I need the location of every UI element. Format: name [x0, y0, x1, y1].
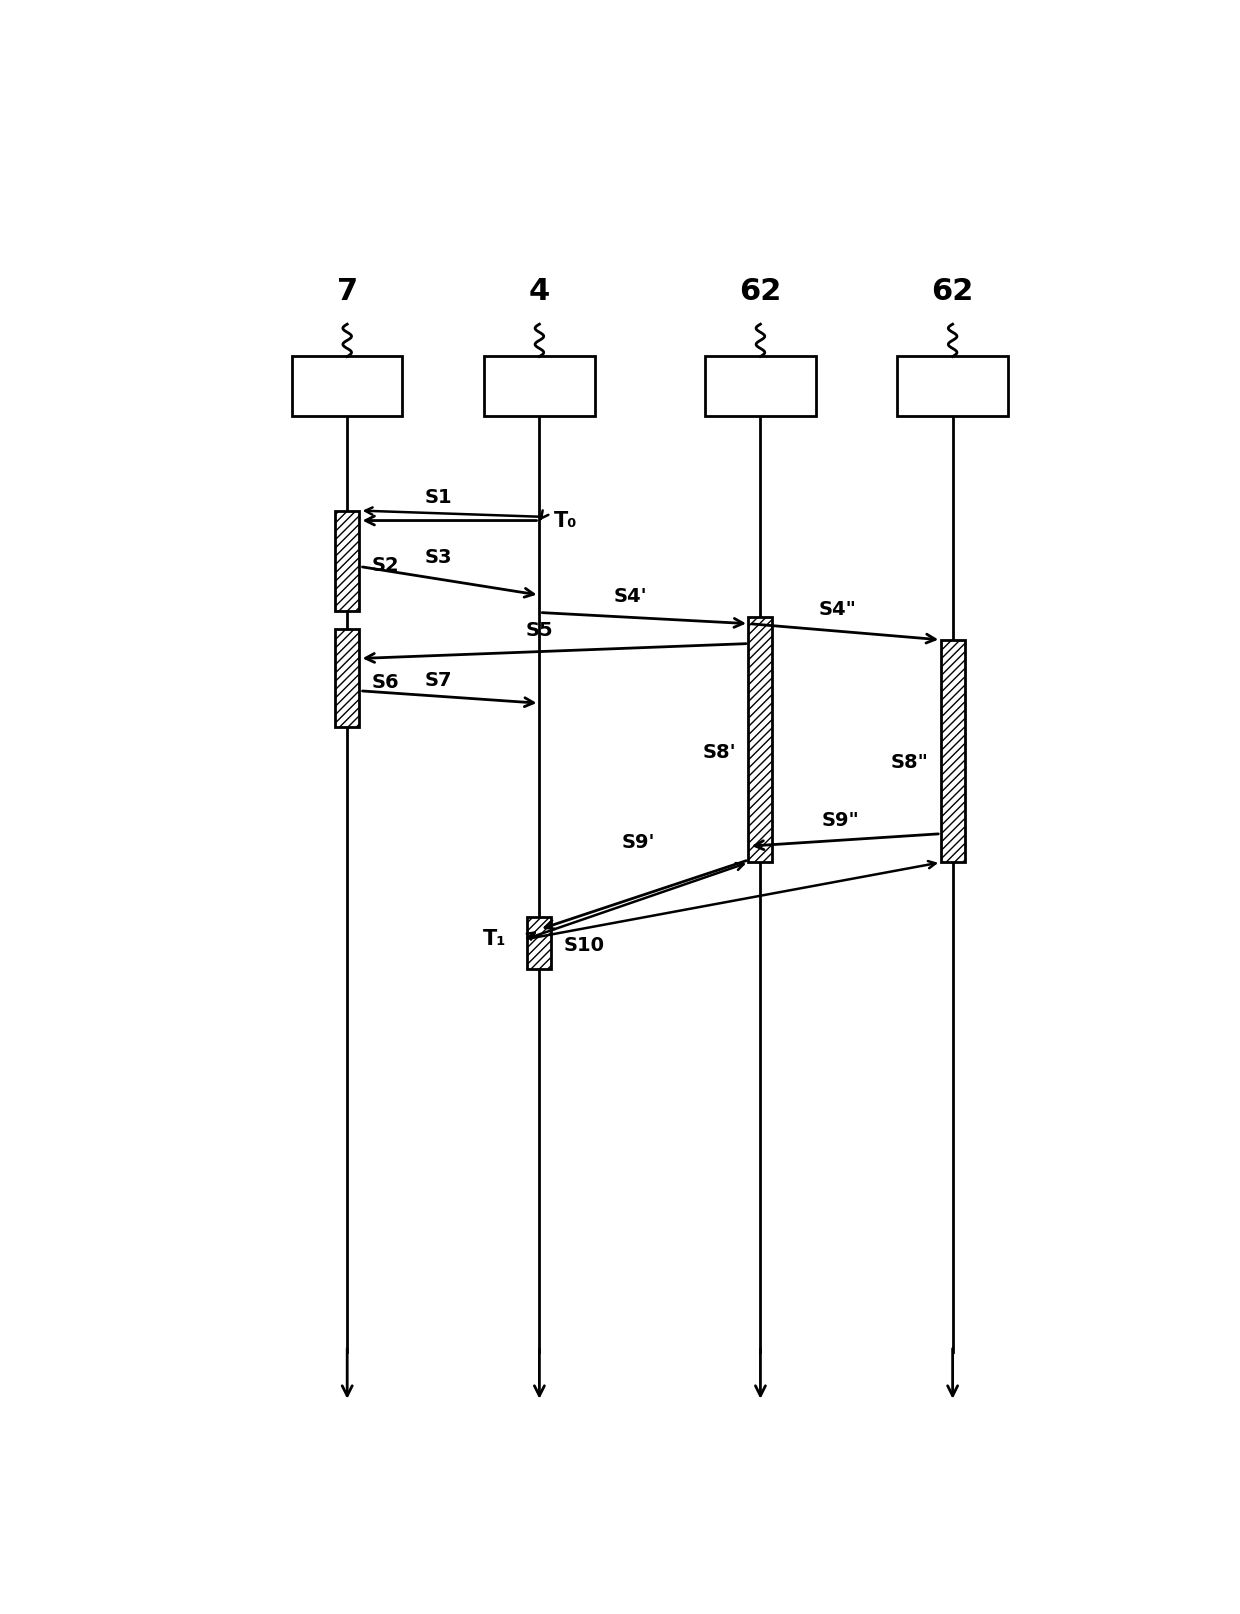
Bar	[335, 628, 360, 726]
Text: S8': S8'	[702, 742, 735, 762]
Text: 7: 7	[336, 276, 358, 305]
Text: S9': S9'	[621, 833, 655, 852]
Bar	[484, 357, 595, 416]
Text: T₀: T₀	[554, 510, 577, 531]
Text: S4': S4'	[614, 587, 647, 607]
Text: S3: S3	[425, 547, 453, 567]
Text: 4: 4	[528, 276, 551, 305]
Bar	[291, 357, 403, 416]
Bar	[941, 639, 965, 862]
Bar	[527, 917, 552, 968]
Text: S9": S9"	[821, 810, 859, 830]
Text: 62: 62	[931, 276, 973, 305]
Text: S1: S1	[424, 487, 453, 507]
Text: S2: S2	[372, 557, 399, 576]
Text: S6: S6	[372, 673, 399, 692]
Bar	[898, 357, 1008, 416]
Bar	[706, 357, 816, 416]
Text: S4": S4"	[818, 600, 857, 618]
Text: S8": S8"	[890, 752, 928, 771]
Text: S10: S10	[564, 936, 605, 955]
Bar	[749, 618, 773, 862]
Text: 62: 62	[739, 276, 781, 305]
Bar	[335, 510, 360, 612]
Text: T₁: T₁	[482, 930, 506, 949]
Text: S7: S7	[425, 670, 453, 689]
Text: S5: S5	[526, 621, 553, 639]
